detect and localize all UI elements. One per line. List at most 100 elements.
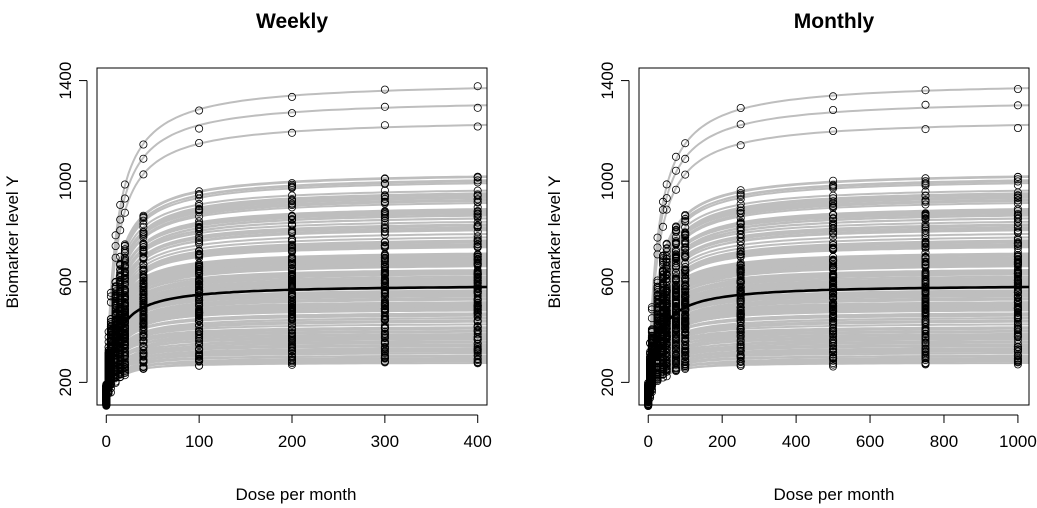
observation-point [473, 178, 482, 187]
observation-point [736, 141, 745, 150]
observation-point [139, 358, 148, 367]
observation-point [139, 265, 148, 274]
observation-point [139, 351, 148, 360]
y-tick-label: 1400 [56, 62, 75, 100]
observation-point [647, 305, 656, 314]
observation-point [921, 248, 930, 257]
observation-point [380, 316, 389, 325]
observation-point [921, 240, 930, 249]
individual-curve [647, 360, 1029, 405]
observation-point [473, 218, 482, 227]
observation-point [139, 323, 148, 332]
observation-point [1013, 358, 1022, 367]
observation-point [644, 399, 653, 408]
observation-point [380, 299, 389, 308]
x-tick-label: 600 [856, 432, 884, 451]
observation-point [681, 262, 690, 271]
observation-point [111, 287, 120, 296]
observation-point [736, 104, 745, 113]
observation-point [662, 310, 671, 319]
observation-point [139, 338, 148, 347]
observation-point [1013, 330, 1022, 339]
y-tick-label: 200 [598, 368, 617, 396]
observation-point [659, 266, 668, 275]
observation-point [736, 268, 745, 277]
observation-point [380, 351, 389, 360]
observation-point [1013, 175, 1022, 184]
individual-curve [105, 360, 487, 405]
observation-point [736, 321, 745, 330]
observation-point [672, 246, 681, 255]
observation-point [681, 266, 690, 275]
observation-point [662, 372, 671, 381]
observation-point [380, 304, 389, 313]
observation-point [380, 321, 389, 330]
observation-point [672, 237, 681, 246]
observation-point [106, 298, 115, 307]
observation-point [120, 242, 129, 251]
observation-point [473, 222, 482, 231]
observation-point [659, 358, 668, 367]
observation-point [473, 285, 482, 294]
observation-point [195, 251, 204, 260]
observation-point [672, 272, 681, 281]
observation-point [647, 333, 656, 342]
observation-point [106, 315, 115, 324]
observation-point [287, 229, 296, 238]
observation-point [195, 352, 204, 361]
observation-point [473, 195, 482, 204]
observation-point [736, 260, 745, 269]
observation-point [380, 266, 389, 275]
observation-point [287, 274, 296, 283]
observation-point [195, 260, 204, 269]
y-tick-label: 200 [56, 368, 75, 396]
observation-point [829, 329, 838, 338]
observation-point [116, 287, 125, 296]
observation-point [106, 328, 115, 337]
observation-point [1013, 315, 1022, 324]
observation-point [380, 276, 389, 285]
observation-point [116, 293, 125, 302]
observation-point [139, 349, 148, 358]
observation-point [672, 276, 681, 285]
observation-point [659, 197, 668, 206]
observation-point [473, 190, 482, 199]
observation-point [139, 247, 148, 256]
observation-point [380, 223, 389, 232]
observation-point [473, 82, 482, 91]
observation-point [1013, 335, 1022, 344]
observation-point [380, 237, 389, 246]
observation-point [681, 170, 690, 179]
observation-point [672, 340, 681, 349]
observation-point [139, 213, 148, 222]
observation-point [111, 320, 120, 329]
observation-point [921, 351, 930, 360]
observation-point [473, 345, 482, 354]
observation-point [672, 359, 681, 368]
observation-point [829, 241, 838, 250]
observation-point [736, 351, 745, 360]
observation-point [1013, 332, 1022, 341]
observation-point [681, 287, 690, 296]
observation-point [1013, 354, 1022, 363]
observation-point [195, 316, 204, 325]
observation-point [672, 283, 681, 292]
observation-point [1013, 85, 1022, 94]
observation-point [829, 210, 838, 219]
observation-point [681, 245, 690, 254]
observation-point [195, 226, 204, 235]
observation-point [473, 172, 482, 181]
observation-point [921, 339, 930, 348]
observation-point [380, 214, 389, 223]
observation-point [380, 354, 389, 363]
observation-point [653, 286, 662, 295]
observation-point [195, 190, 204, 199]
observation-point [1013, 325, 1022, 334]
observation-point [473, 268, 482, 277]
observation-point [116, 273, 125, 282]
observation-point [672, 302, 681, 311]
observation-point [287, 92, 296, 101]
observation-point [672, 259, 681, 268]
observation-point [1013, 193, 1022, 202]
observation-point [116, 276, 125, 285]
